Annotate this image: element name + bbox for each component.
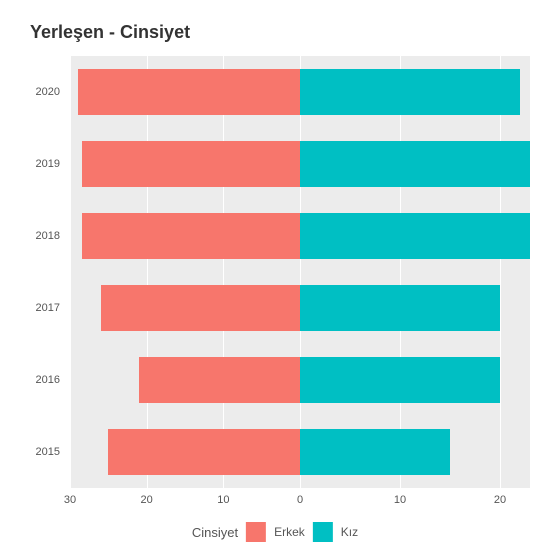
- x-tick-label: 20: [494, 494, 506, 506]
- bar-erkek: [78, 69, 300, 115]
- gridline: [70, 56, 71, 488]
- gridline: [223, 56, 224, 488]
- x-tick-label: 30: [64, 494, 76, 506]
- legend-swatch-kiz: [313, 522, 333, 542]
- bar-kiz: [300, 141, 530, 187]
- gridline: [147, 56, 148, 488]
- x-tick-label: 20: [141, 494, 153, 506]
- gridline: [300, 56, 301, 488]
- bar-erkek: [82, 213, 301, 259]
- chart-title: Yerleşen - Cinsiyet: [30, 22, 190, 43]
- bar-kiz: [300, 69, 520, 115]
- y-tick-label: 2015: [0, 446, 60, 458]
- plot-area: [70, 56, 530, 488]
- bar-erkek: [108, 429, 300, 475]
- y-tick-label: 2020: [0, 86, 60, 98]
- bar-kiz: [300, 213, 530, 259]
- y-tick-label: 2018: [0, 230, 60, 242]
- x-tick-label: 0: [297, 494, 303, 506]
- legend-swatch-erkek: [246, 522, 266, 542]
- legend-title: Cinsiyet: [192, 525, 238, 540]
- gridline: [500, 56, 501, 488]
- bar-kiz: [300, 285, 500, 331]
- bar-erkek: [139, 357, 300, 403]
- bar-erkek: [82, 141, 301, 187]
- legend-label-erkek: Erkek: [274, 525, 305, 539]
- bar-kiz: [300, 429, 450, 475]
- chart-legend: Cinsiyet Erkek Kız: [192, 522, 358, 542]
- y-tick-label: 2017: [0, 302, 60, 314]
- x-tick-label: 10: [217, 494, 229, 506]
- bar-erkek: [101, 285, 300, 331]
- y-tick-label: 2016: [0, 374, 60, 386]
- legend-label-kiz: Kız: [341, 525, 358, 539]
- x-tick-label: 10: [394, 494, 406, 506]
- bar-kiz: [300, 357, 500, 403]
- y-tick-label: 2019: [0, 158, 60, 170]
- gridline: [400, 56, 401, 488]
